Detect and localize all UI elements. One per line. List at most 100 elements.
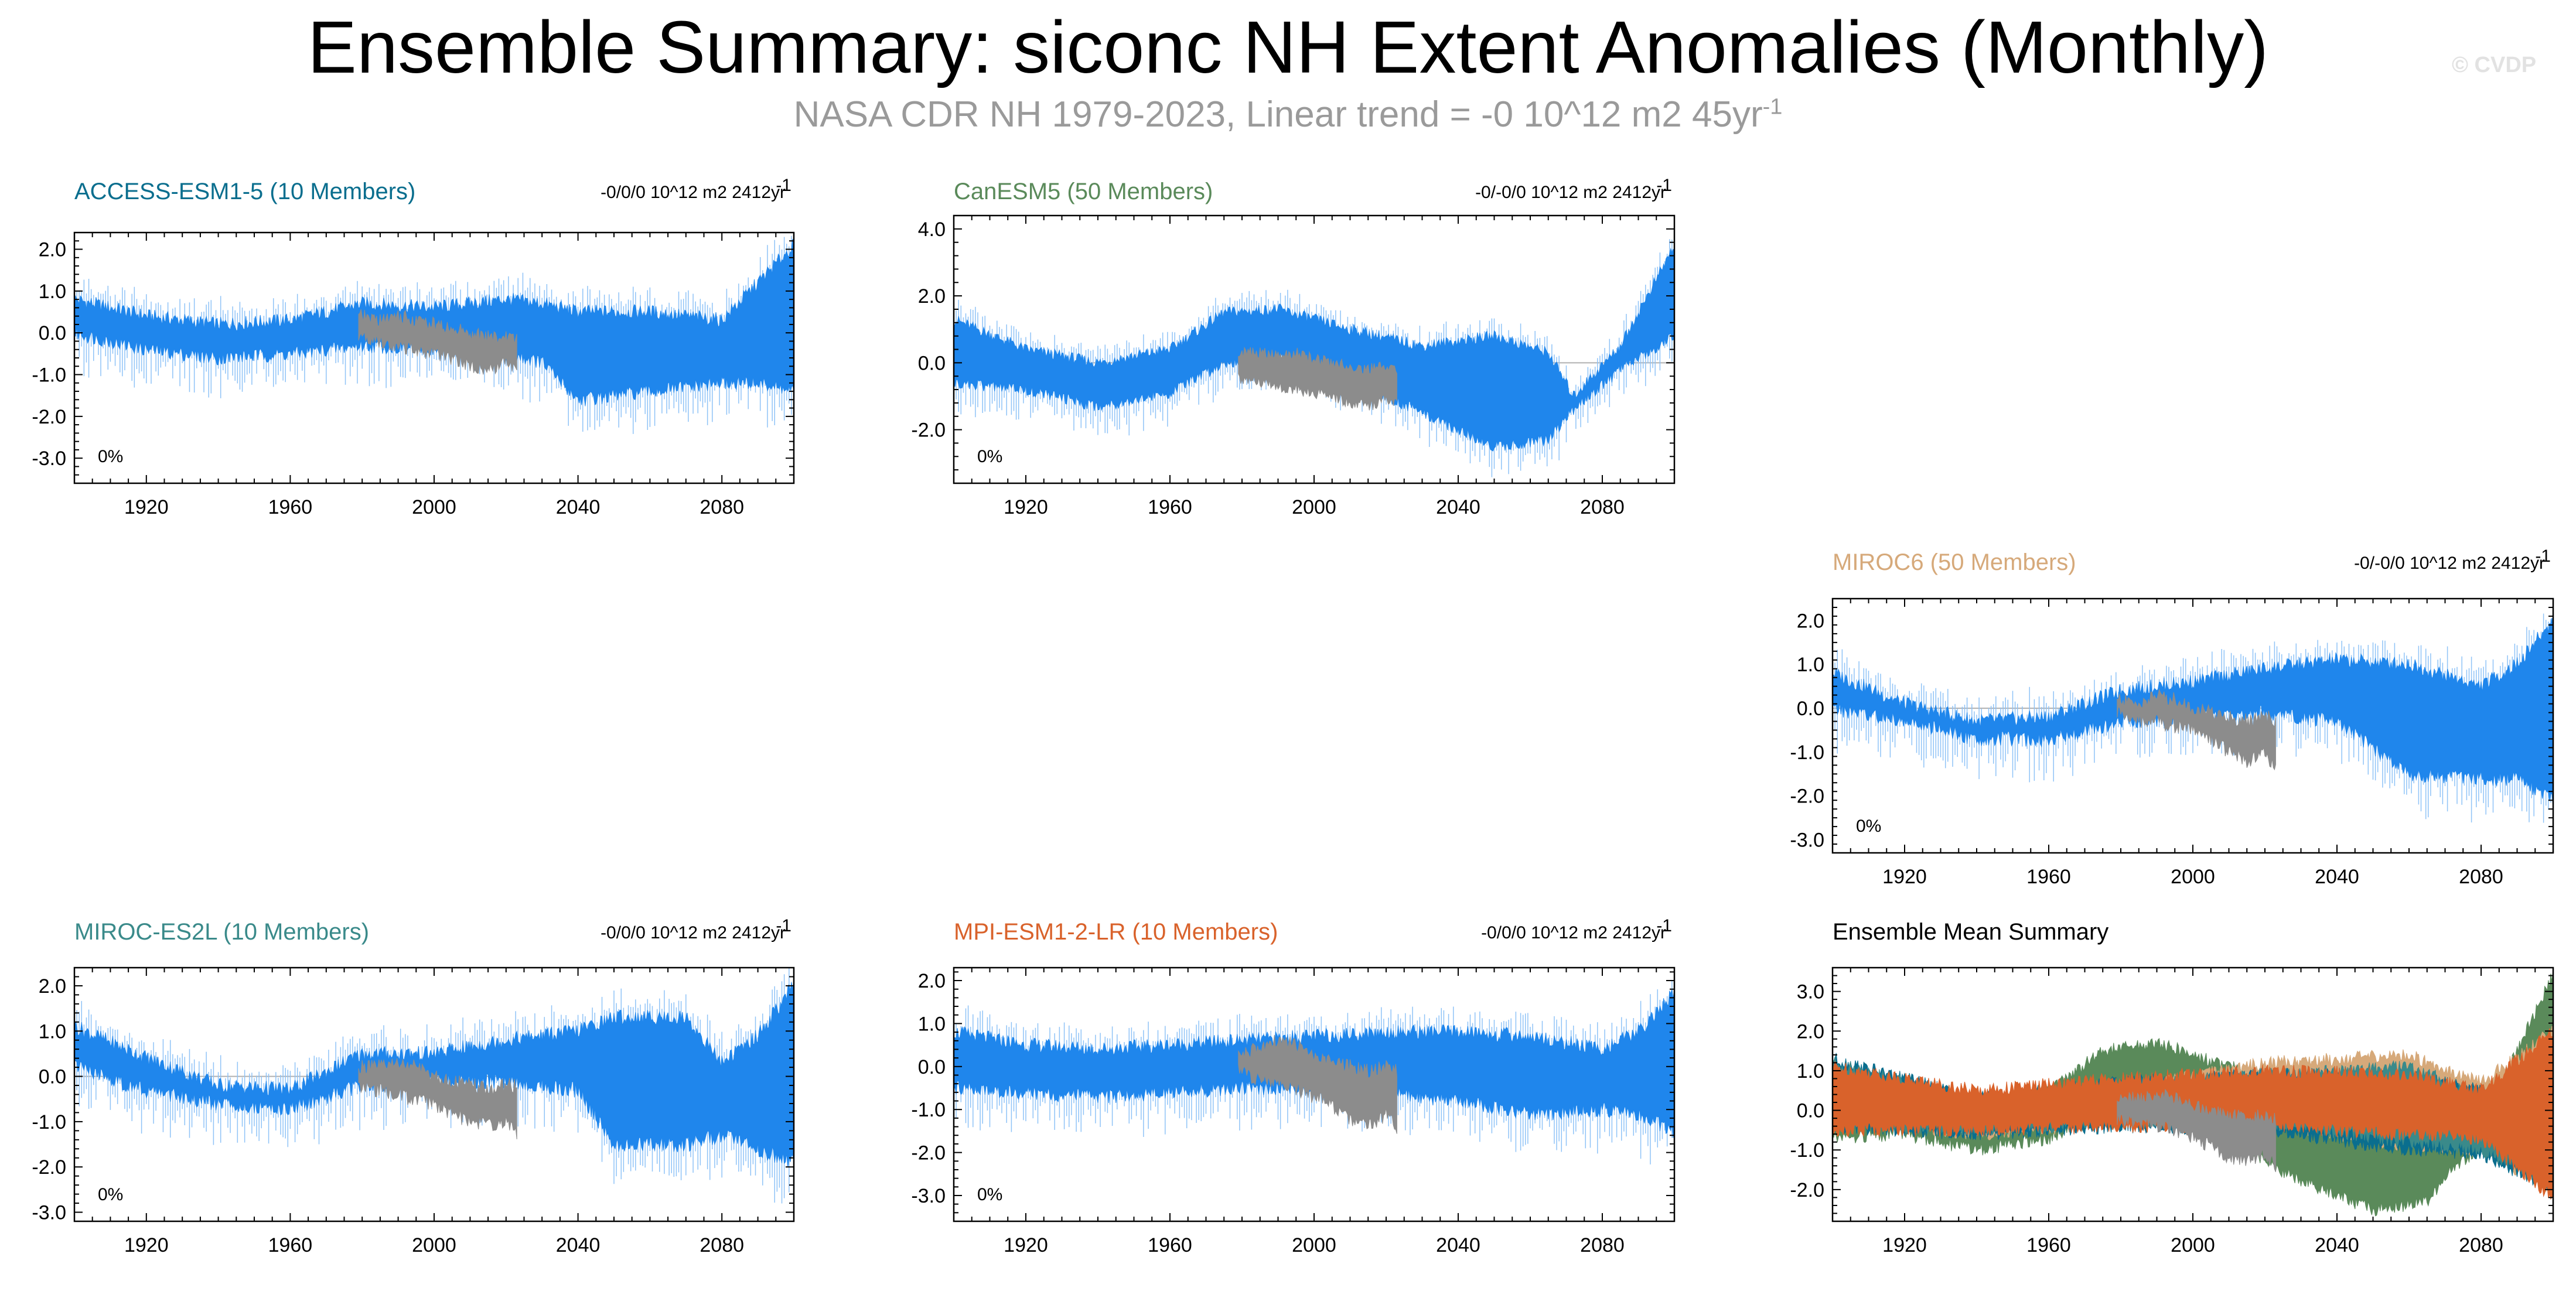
y-axis: -3.0 -2.0 -1.0 0.0 1.0 2.0 — [911, 970, 1674, 1222]
y-tick-label: 0.0 — [1797, 1100, 1824, 1122]
observations — [358, 1057, 517, 1139]
x-tick-label: 2080 — [700, 496, 744, 518]
subtitle-text: NASA CDR NH 1979-2023, Linear trend = -0… — [793, 94, 1763, 135]
panel-miroc6: MIROC6 (50 Members) -0/-0/0 10^12 m2 2412… — [1790, 547, 2554, 888]
percent-label: 0% — [98, 447, 123, 466]
y-tick-label: -1.0 — [32, 1111, 66, 1133]
x-axis: 1920 1960 2000 2040 2080 — [1850, 968, 2536, 1256]
y-tick-label: 0.0 — [918, 1056, 946, 1078]
panel-canesm: CanESM5 (50 Members) -0/-0/0 10^12 m2 241… — [911, 176, 1676, 518]
y-tick-label: 2.0 — [918, 970, 946, 992]
x-tick-label: 2040 — [556, 1234, 601, 1256]
observations-band — [1238, 346, 1397, 411]
percent-label: 0% — [1856, 817, 1881, 836]
observations-band — [2117, 1088, 2276, 1173]
x-tick-label: 2000 — [412, 496, 456, 518]
y-tick-label: -1.0 — [1790, 742, 1824, 764]
x-tick-label: 2080 — [2459, 1234, 2503, 1256]
y-tick-label: 2.0 — [1797, 610, 1824, 632]
x-tick-label: 2080 — [1580, 1234, 1625, 1256]
y-axis: -2.0 -1.0 0.0 1.0 2.0 3.0 — [1790, 967, 2553, 1222]
x-tick-label: 1960 — [268, 1234, 313, 1256]
x-axis: 1920 1960 2000 2040 2080 — [971, 216, 1657, 518]
y-tick-label: 4.0 — [918, 218, 946, 241]
x-tick-label: 1920 — [1004, 1234, 1048, 1256]
observations — [2117, 1088, 2276, 1173]
y-tick-label: 2.0 — [1797, 1020, 1824, 1043]
y-tick-label: -2.0 — [32, 1156, 66, 1179]
x-tick-label: 2000 — [1292, 1234, 1336, 1256]
observations-band — [358, 1057, 517, 1139]
x-tick-label: 2080 — [1580, 496, 1625, 518]
plot-area — [1833, 969, 2553, 1217]
y-axis: -3.0 -2.0 -1.0 0.0 1.0 2.0 — [1790, 598, 2553, 853]
x-tick-label: 1960 — [2026, 866, 2071, 888]
y-tick-label: -2.0 — [911, 419, 946, 442]
y-tick-label: 1.0 — [1797, 1060, 1824, 1082]
panel-trend-exponent: -1 — [1656, 176, 1672, 195]
panel-miroc-es2l: MIROC-ES2L (10 Members) -0/0/0 10^12 m2 2… — [32, 916, 795, 1256]
panel-title: Ensemble Mean Summary — [1833, 919, 2108, 945]
y-tick-label: 2.0 — [918, 285, 946, 308]
x-axis: 1920 1960 2000 2040 2080 — [91, 968, 777, 1256]
x-tick-label: 2000 — [412, 1234, 456, 1256]
panel-trend-label: -0/0/0 10^12 m2 2412yr — [1481, 923, 1666, 942]
x-tick-label: 2040 — [2315, 1234, 2359, 1256]
x-tick-label: 2040 — [1436, 1234, 1480, 1256]
panel-trend-exponent: -1 — [776, 916, 791, 935]
panel-trend-label: -0/0/0 10^12 m2 2412yr — [601, 923, 786, 942]
observations-band — [358, 309, 517, 375]
y-tick-label: 0.0 — [1797, 698, 1824, 720]
percent-label: 0% — [977, 447, 1002, 466]
panel-access: ACCESS-ESM1-5 (10 Members) -0/0/0 10^12 m… — [32, 176, 795, 518]
y-tick-label: -3.0 — [911, 1185, 946, 1207]
x-tick-label: 2040 — [2315, 866, 2359, 888]
panel-trend-exponent: -1 — [1656, 916, 1672, 935]
panel-trend-exponent: -1 — [776, 176, 791, 195]
panel-trend-label: -0/-0/0 10^12 m2 2412yr — [2354, 554, 2545, 573]
x-tick-label: 1920 — [124, 1234, 169, 1256]
panel-mpi: MPI-ESM1-2-LR (10 Members) -0/0/0 10^12 m… — [911, 916, 1676, 1256]
plot-area — [954, 239, 1674, 477]
panel-trend-exponent: -1 — [2535, 547, 2551, 566]
x-tick-label: 2080 — [2459, 866, 2503, 888]
y-axis: -2.0 0.0 2.0 4.0 — [911, 215, 1674, 484]
y-tick-label: 2.0 — [39, 239, 66, 261]
x-tick-label: 1920 — [1882, 866, 1927, 888]
y-tick-label: 3.0 — [1797, 981, 1824, 1003]
percent-label: 0% — [98, 1185, 123, 1204]
panel-title: MIROC6 (50 Members) — [1833, 549, 2076, 575]
y-tick-label: -2.0 — [1790, 785, 1824, 808]
x-tick-label: 1960 — [2026, 1234, 2071, 1256]
panel-title: ACCESS-ESM1-5 (10 Members) — [74, 179, 415, 204]
panel-trend-label: -0/0/0 10^12 m2 2412yr — [601, 183, 786, 202]
x-tick-label: 1960 — [1148, 1234, 1192, 1256]
y-tick-label: -1.0 — [1790, 1139, 1824, 1162]
y-tick-label: 1.0 — [1797, 654, 1824, 676]
panel-title: MIROC-ES2L (10 Members) — [74, 919, 369, 945]
x-tick-label: 2040 — [556, 496, 601, 518]
plot-area — [1833, 613, 2553, 823]
x-axis: 1920 1960 2000 2040 2080 — [971, 968, 1657, 1256]
y-tick-label: -2.0 — [1790, 1179, 1824, 1201]
x-tick-label: 1920 — [1004, 496, 1048, 518]
y-tick-label: -3.0 — [32, 448, 66, 470]
x-tick-label: 2080 — [700, 1234, 744, 1256]
percent-label: 0% — [977, 1185, 1002, 1204]
y-tick-label: 0.0 — [39, 1066, 66, 1088]
observations — [1238, 346, 1397, 411]
panel-title: CanESM5 (50 Members) — [954, 179, 1213, 204]
x-axis: 1920 1960 2000 2040 2080 — [1850, 599, 2536, 888]
y-tick-label: 0.0 — [39, 322, 66, 344]
x-tick-label: 1920 — [124, 496, 169, 518]
plot-area — [74, 233, 794, 434]
observations — [358, 309, 517, 375]
y-tick-label: 1.0 — [39, 1020, 66, 1043]
y-tick-label: 1.0 — [39, 281, 66, 303]
y-tick-label: -1.0 — [911, 1099, 946, 1121]
y-tick-label: -3.0 — [32, 1202, 66, 1224]
y-tick-label: -1.0 — [32, 364, 66, 387]
x-axis: 1920 1960 2000 2040 2080 — [91, 233, 777, 518]
figure-subtitle: NASA CDR NH 1979-2023, Linear trend = -0… — [0, 94, 2576, 135]
